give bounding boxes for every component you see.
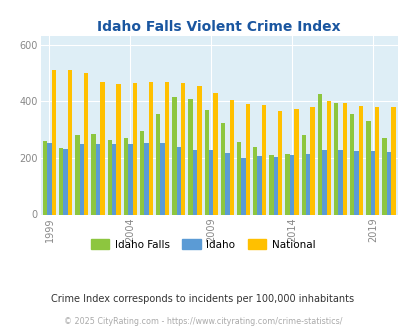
- Title: Idaho Falls Violent Crime Index: Idaho Falls Violent Crime Index: [97, 20, 340, 34]
- Bar: [75, 135, 79, 214]
- Bar: [390, 107, 394, 214]
- Bar: [273, 157, 277, 214]
- Bar: [84, 73, 88, 215]
- Bar: [237, 142, 241, 214]
- Bar: [309, 107, 314, 214]
- Bar: [164, 82, 169, 214]
- Bar: [100, 82, 104, 214]
- Bar: [68, 70, 72, 214]
- Legend: Idaho Falls, Idaho, National: Idaho Falls, Idaho, National: [86, 235, 319, 254]
- Bar: [386, 152, 390, 214]
- Bar: [112, 144, 116, 214]
- Bar: [116, 84, 120, 214]
- Bar: [124, 138, 128, 214]
- Text: © 2025 CityRating.com - https://www.cityrating.com/crime-statistics/: © 2025 CityRating.com - https://www.city…: [64, 317, 341, 326]
- Bar: [301, 135, 305, 214]
- Bar: [172, 97, 176, 214]
- Bar: [132, 83, 136, 214]
- Bar: [51, 70, 56, 214]
- Bar: [349, 114, 354, 214]
- Bar: [47, 143, 51, 214]
- Bar: [326, 101, 330, 214]
- Bar: [107, 140, 112, 214]
- Bar: [277, 111, 281, 214]
- Bar: [176, 147, 181, 214]
- Bar: [204, 110, 209, 214]
- Bar: [321, 150, 326, 214]
- Bar: [257, 156, 261, 214]
- Bar: [305, 154, 309, 214]
- Bar: [79, 144, 84, 214]
- Bar: [140, 131, 144, 214]
- Bar: [148, 82, 153, 214]
- Bar: [43, 141, 47, 214]
- Bar: [197, 86, 201, 214]
- Bar: [289, 155, 294, 214]
- Bar: [342, 103, 346, 214]
- Bar: [354, 150, 358, 214]
- Bar: [128, 144, 132, 214]
- Bar: [59, 148, 63, 214]
- Bar: [252, 147, 257, 214]
- Bar: [285, 154, 289, 214]
- Bar: [245, 104, 249, 214]
- Bar: [358, 106, 362, 214]
- Bar: [192, 150, 197, 214]
- Bar: [317, 94, 321, 214]
- Bar: [294, 109, 298, 214]
- Bar: [269, 155, 273, 214]
- Bar: [374, 107, 378, 214]
- Bar: [156, 114, 160, 214]
- Bar: [144, 143, 148, 214]
- Bar: [337, 150, 342, 214]
- Bar: [229, 100, 233, 214]
- Bar: [160, 143, 164, 214]
- Text: Crime Index corresponds to incidents per 100,000 inhabitants: Crime Index corresponds to incidents per…: [51, 294, 354, 304]
- Bar: [91, 134, 96, 214]
- Bar: [96, 144, 100, 214]
- Bar: [225, 153, 229, 215]
- Bar: [370, 151, 374, 214]
- Bar: [220, 122, 225, 214]
- Bar: [365, 120, 370, 214]
- Bar: [213, 93, 217, 214]
- Bar: [181, 83, 185, 214]
- Bar: [333, 103, 337, 214]
- Bar: [63, 149, 68, 214]
- Bar: [382, 138, 386, 214]
- Bar: [188, 99, 192, 214]
- Bar: [241, 158, 245, 214]
- Bar: [261, 105, 266, 214]
- Bar: [209, 150, 213, 214]
